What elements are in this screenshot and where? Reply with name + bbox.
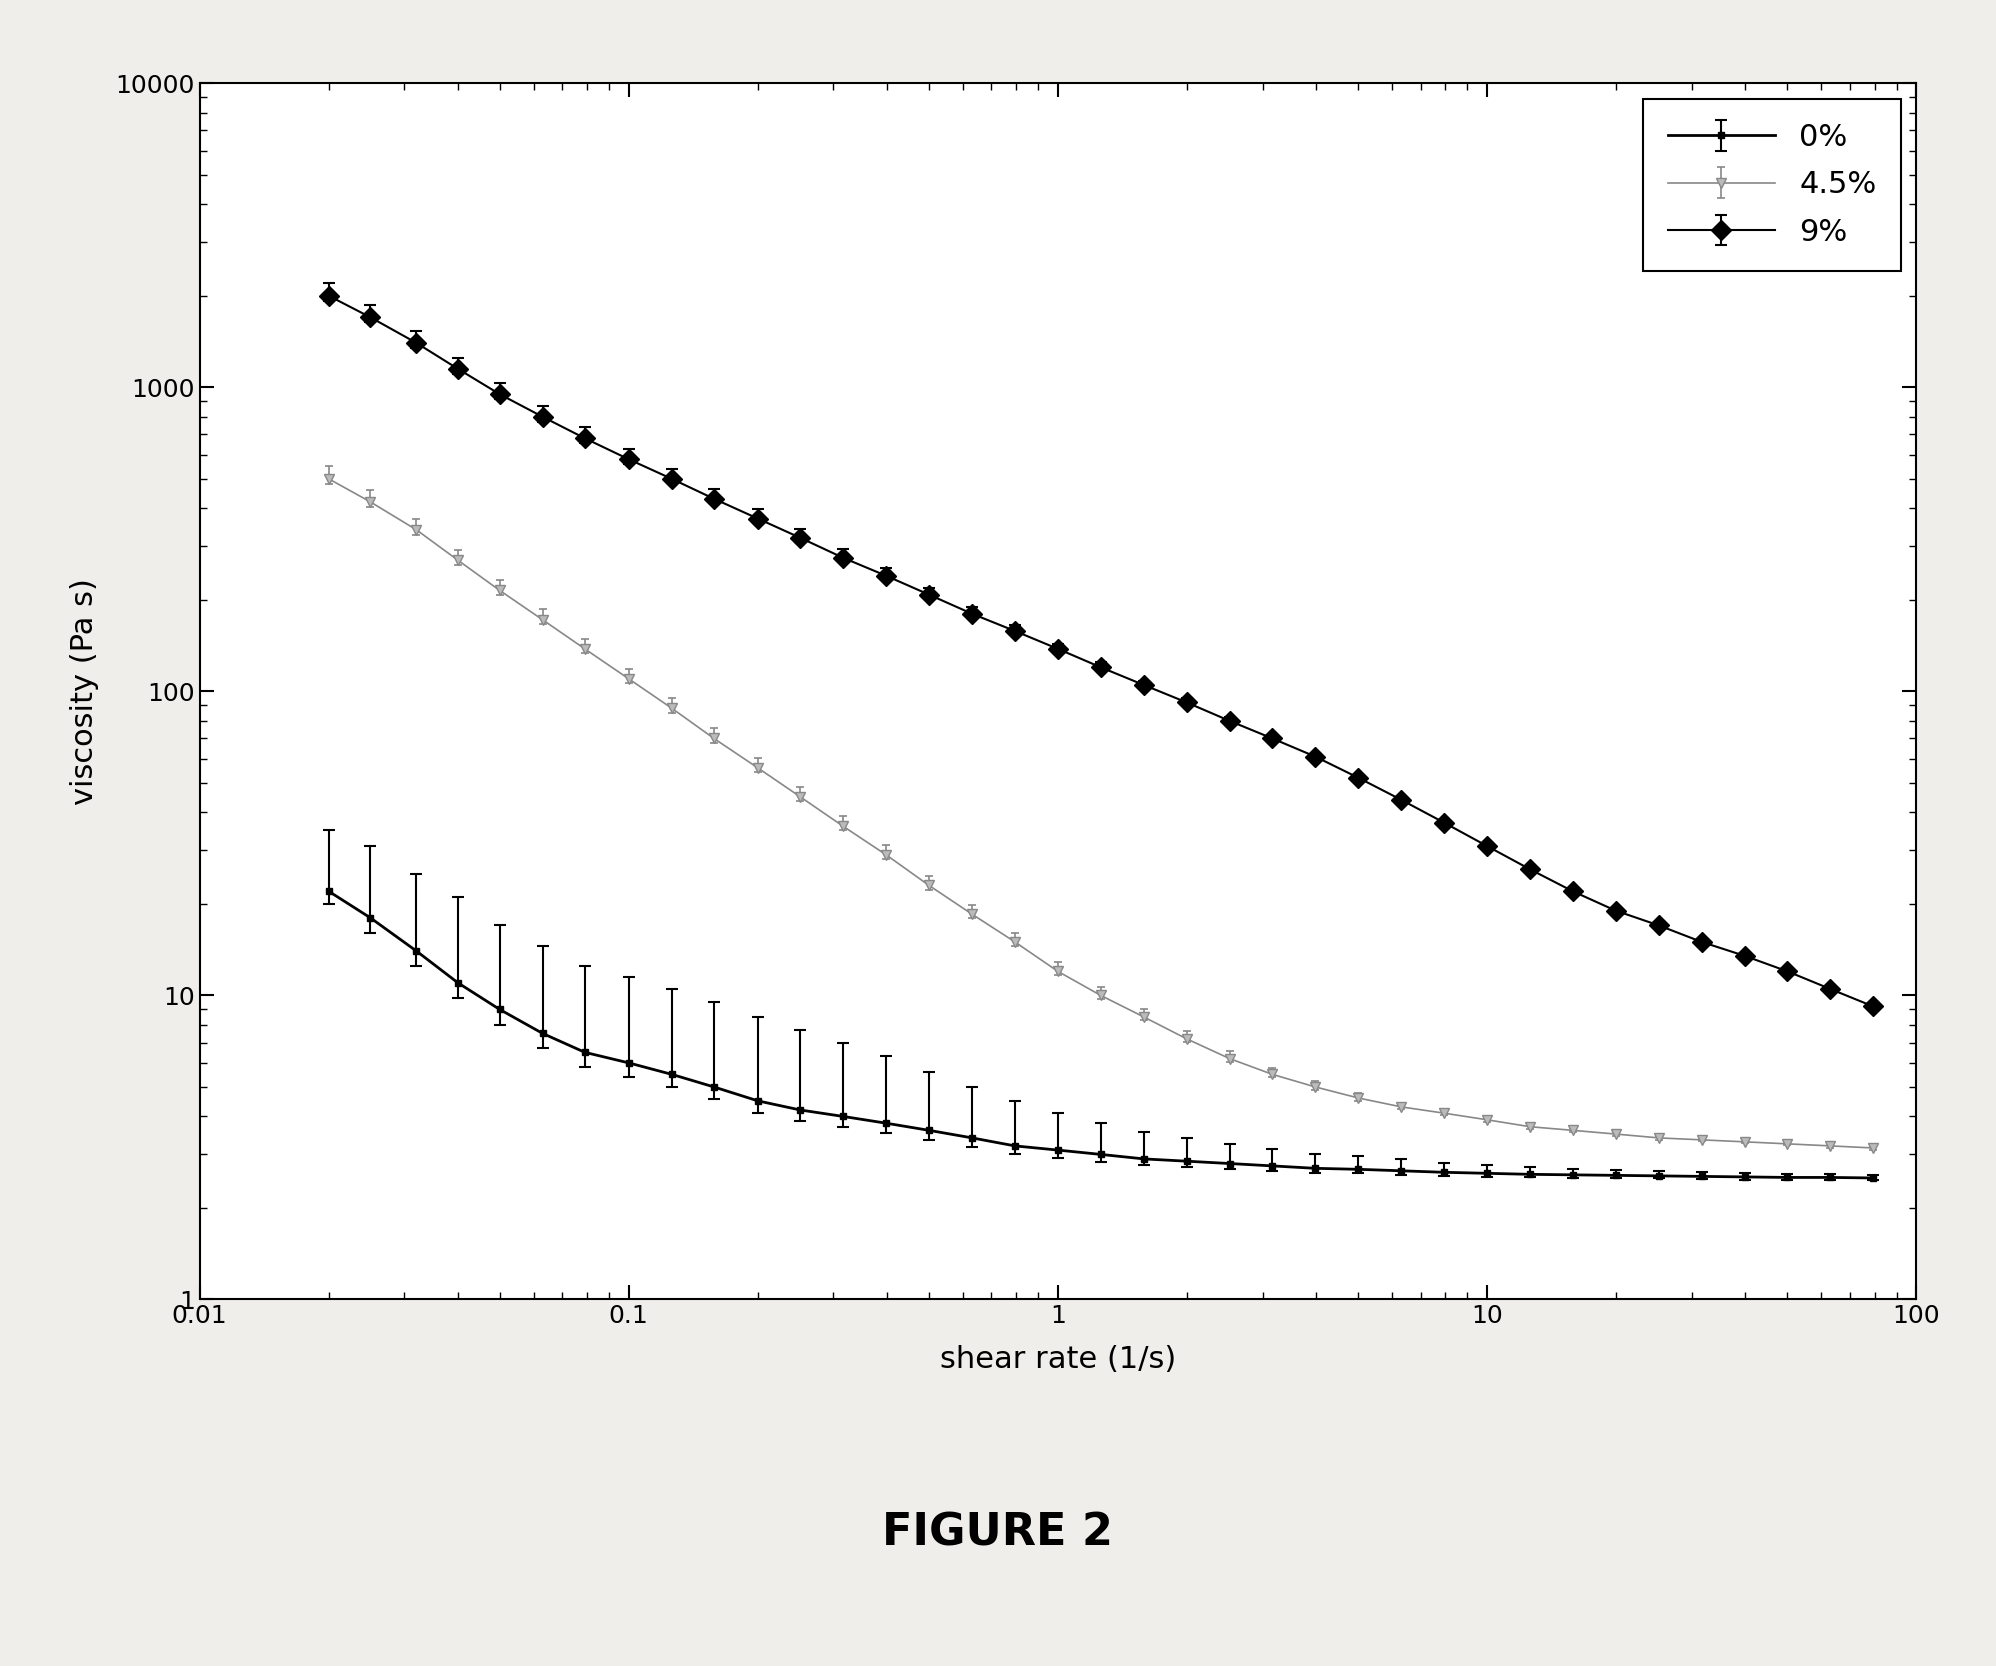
- Legend: 0%, 4.5%, 9%: 0%, 4.5%, 9%: [1643, 98, 1900, 272]
- Text: FIGURE 2: FIGURE 2: [882, 1511, 1114, 1554]
- Y-axis label: viscosity (Pa s): viscosity (Pa s): [70, 578, 98, 805]
- X-axis label: shear rate (1/s): shear rate (1/s): [940, 1344, 1176, 1374]
